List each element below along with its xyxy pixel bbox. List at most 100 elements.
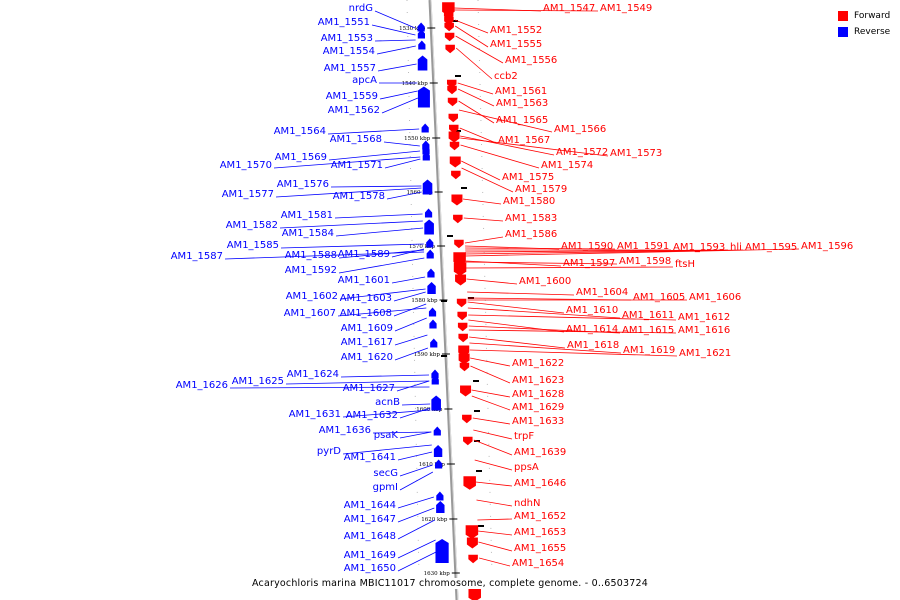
reverse-leader-line bbox=[397, 519, 435, 540]
reverse-gene-label: AM1_1592 bbox=[285, 265, 337, 276]
forward-gene bbox=[449, 156, 461, 168]
forward-gene-label: AM1_1591 bbox=[617, 241, 669, 252]
reverse-gene-label: AM1_1582 bbox=[226, 220, 278, 231]
forward-gene-label: AM1_1606 bbox=[689, 292, 741, 303]
forward-gene-label: AM1_1600 bbox=[519, 276, 571, 287]
reverse-gene-label: AM1_1626 bbox=[176, 380, 228, 391]
forward-leader-line bbox=[467, 307, 621, 319]
forward-gene-label: AM1_1611 bbox=[622, 310, 674, 321]
reverse-gene-label: gpmI bbox=[373, 482, 398, 493]
reverse-gene-label: AM1_1650 bbox=[344, 563, 396, 574]
forward-leader-line bbox=[469, 342, 622, 354]
forward-gene-label: hli bbox=[730, 242, 742, 253]
reverse-gene bbox=[421, 123, 429, 133]
forward-gene-label: AM1_1547 bbox=[543, 3, 595, 14]
forward-gene bbox=[444, 22, 454, 32]
tick-label: 1550 kbp bbox=[404, 136, 431, 142]
forward-gene-label: AM1_1610 bbox=[566, 305, 618, 316]
forward-gene bbox=[465, 525, 479, 539]
feature-bar bbox=[455, 130, 461, 132]
reverse-gene-label: AM1_1562 bbox=[328, 105, 380, 116]
reverse-gene-label: AM1_1587 bbox=[171, 251, 223, 262]
legend-label-forward: Forward bbox=[854, 11, 891, 21]
reverse-gene-label: AM1_1627 bbox=[343, 383, 395, 394]
forward-gene bbox=[451, 194, 463, 206]
forward-gene-label: AM1_1566 bbox=[554, 124, 606, 135]
forward-leader-line bbox=[459, 127, 497, 144]
feature-bar bbox=[452, 20, 458, 22]
reverse-gene bbox=[422, 145, 430, 155]
reverse-leader-line bbox=[381, 97, 419, 114]
forward-leader-line bbox=[471, 395, 511, 411]
legend-swatch-forward bbox=[838, 11, 848, 21]
forward-leader-line bbox=[466, 266, 674, 269]
feature-bar bbox=[474, 410, 480, 412]
reverse-gene-label: AM1_1584 bbox=[282, 228, 334, 239]
reverse-gene bbox=[431, 369, 439, 379]
forward-leader-line bbox=[460, 135, 555, 156]
forward-gene bbox=[462, 414, 472, 424]
forward-gene-label: AM1_1567 bbox=[498, 135, 550, 146]
reverse-gene-label: AM1_1551 bbox=[318, 17, 370, 28]
tick-label: 1540 kbp bbox=[402, 81, 429, 87]
reverse-gene-label: AM1_1588 bbox=[285, 250, 337, 261]
reverse-leader-line bbox=[399, 431, 432, 439]
reverse-gene-label: AM1_1585 bbox=[227, 240, 279, 251]
forward-gene-label: AM1_1615 bbox=[622, 325, 674, 336]
reverse-leader-line bbox=[401, 403, 431, 406]
forward-gene-label: AM1_1628 bbox=[512, 389, 564, 400]
reverse-gene-label: AM1_1577 bbox=[222, 189, 274, 200]
tick-label: 1580 kbp bbox=[411, 298, 438, 304]
forward-leader-line bbox=[457, 82, 494, 95]
reverse-leader-line bbox=[384, 158, 421, 169]
reverse-gene-label: AM1_1644 bbox=[344, 500, 396, 511]
forward-gene-label: AM1_1652 bbox=[514, 511, 566, 522]
reverse-gene-label: AM1_1603 bbox=[340, 293, 392, 304]
forward-leader-line bbox=[465, 247, 616, 250]
forward-leader-line bbox=[465, 260, 562, 267]
forward-leader-line bbox=[465, 249, 729, 253]
forward-gene-label: AM1_1556 bbox=[505, 55, 557, 66]
reverse-leader-line bbox=[399, 464, 433, 477]
reverse-gene bbox=[418, 40, 426, 50]
forward-leader-line bbox=[463, 217, 504, 222]
forward-gene bbox=[463, 476, 476, 490]
reverse-gene-label: AM1_1602 bbox=[286, 291, 338, 302]
reverse-gene bbox=[436, 501, 445, 513]
forward-leader-line bbox=[477, 518, 513, 521]
reverse-leader-line bbox=[393, 303, 427, 317]
reverse-leader-line bbox=[229, 386, 430, 389]
reverse-gene-label: AM1_1617 bbox=[341, 337, 393, 348]
reverse-leader-line bbox=[397, 507, 435, 523]
reverse-leader-line bbox=[394, 347, 429, 361]
reverse-leader-line bbox=[328, 150, 421, 161]
forward-gene bbox=[448, 113, 459, 123]
forward-leader-line bbox=[455, 35, 504, 64]
legend-label-reverse: Reverse bbox=[854, 27, 891, 37]
reverse-gene bbox=[435, 539, 449, 563]
forward-leader-line bbox=[469, 349, 678, 357]
reverse-leader-line bbox=[379, 90, 418, 100]
forward-gene-label: AM1_1653 bbox=[514, 527, 566, 538]
forward-gene-label: AM1_1595 bbox=[745, 242, 797, 253]
forward-leader-line bbox=[462, 198, 502, 205]
reverse-leader-line bbox=[374, 39, 416, 42]
forward-gene bbox=[451, 170, 461, 180]
reverse-gene bbox=[426, 249, 434, 259]
forward-gene-label: AM1_1552 bbox=[490, 25, 542, 36]
reverse-leader-line bbox=[397, 539, 436, 559]
reverse-leader-line bbox=[337, 307, 427, 317]
reverse-gene bbox=[433, 426, 441, 436]
forward-gene-label: AM1_1574 bbox=[541, 160, 593, 171]
reverse-gene bbox=[417, 22, 425, 32]
caption-text: Acaryochloris marina MBIC11017 chromosom… bbox=[249, 578, 650, 589]
reverse-gene bbox=[422, 140, 430, 150]
reverse-gene bbox=[429, 319, 437, 329]
forward-gene-label: AM1_1598 bbox=[619, 256, 671, 267]
reverse-gene bbox=[417, 86, 430, 108]
forward-gene-label: AM1_1655 bbox=[514, 543, 566, 554]
forward-leader-line bbox=[461, 160, 501, 181]
feature-bar bbox=[441, 355, 447, 357]
reverse-leader-line bbox=[391, 276, 426, 284]
forward-leader-line bbox=[457, 88, 495, 107]
